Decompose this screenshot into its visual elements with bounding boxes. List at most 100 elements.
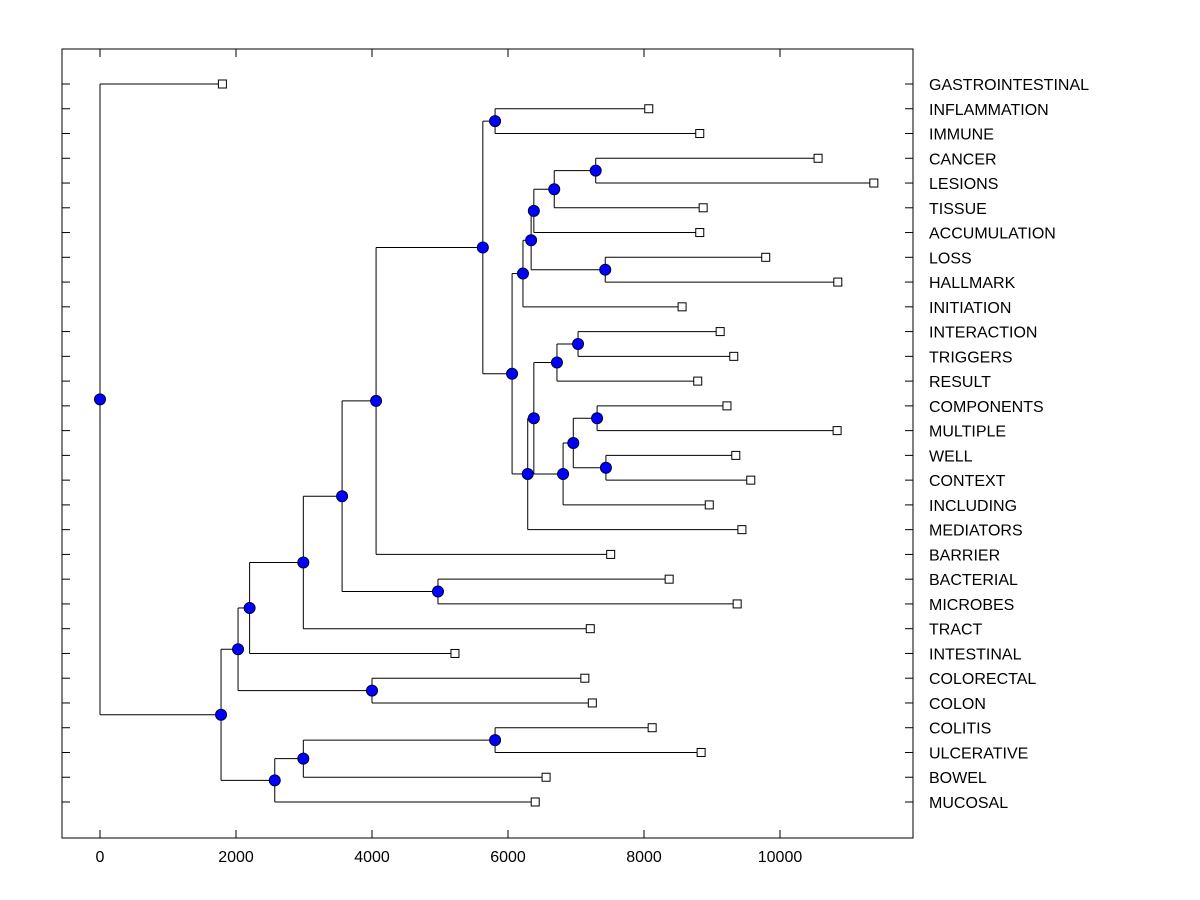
leaf-label: CONTEXT: [929, 473, 1006, 490]
leaf-marker: [698, 203, 708, 213]
cluster-node: [232, 643, 245, 656]
leaf-marker: [731, 450, 741, 460]
cluster-node: [599, 461, 612, 474]
leaf-label: ULCERATIVE: [929, 745, 1028, 762]
leaf-label: CANCER: [929, 151, 997, 168]
leaf-label: MEDIATORS: [929, 523, 1023, 540]
cluster-node: [506, 367, 519, 380]
leaf-label: MUCOSAL: [929, 795, 1008, 812]
leaf-label: INTERACTION: [929, 325, 1037, 342]
leaf-marker: [580, 673, 590, 683]
leaf-label: ACCUMULATION: [929, 226, 1056, 243]
leaf-marker: [761, 252, 771, 262]
x-tick-label: 6000: [490, 849, 526, 866]
cluster-node: [268, 774, 281, 787]
leaf-label: BARRIER: [929, 547, 1000, 564]
leaf-marker: [832, 426, 842, 436]
leaf-marker: [695, 228, 705, 238]
leaf-labels: GASTROINTESTINAL INFLAMMATION IMMUNE CANCER…: [929, 77, 1089, 812]
cluster-node: [557, 467, 570, 480]
cluster-node: [94, 393, 106, 406]
plot-border: [61, 48, 914, 839]
leaf-marker: [729, 351, 739, 361]
cluster-node: [489, 734, 502, 747]
leaf-marker: [606, 549, 616, 559]
cluster-node: [567, 437, 580, 449]
cluster-node: [589, 164, 602, 177]
leaf-label: GASTROINTESTINAL: [929, 77, 1089, 94]
leaf-marker: [217, 79, 227, 89]
cluster-node: [243, 601, 256, 614]
cluster-node: [370, 394, 383, 407]
leaf-label: COLITIS: [929, 721, 991, 738]
plot-frame: [61, 48, 914, 839]
cluster-node: [366, 684, 378, 697]
leaf-marker: [693, 376, 703, 386]
leaf-label: INITIATION: [929, 300, 1011, 317]
leaf-marker: [696, 747, 706, 757]
leaf-label: TRACT: [929, 622, 983, 639]
leaf-label: INTESTINAL: [929, 646, 1022, 663]
leaf-marker: [450, 648, 460, 658]
leaf-marker: [695, 129, 705, 139]
leaf-marker: [541, 772, 551, 782]
x-axis: 0 2000 4000 6000 8000 10000: [62, 49, 913, 866]
leaf-marker: [869, 178, 879, 188]
leaf-marker: [647, 723, 657, 733]
cluster-node: [297, 752, 310, 765]
cluster-node: [591, 412, 604, 425]
leaf-label: LOSS: [929, 250, 972, 267]
cluster-node: [215, 708, 228, 721]
leaf-marker: [677, 302, 687, 312]
leaf-label: INCLUDING: [929, 498, 1017, 515]
leaf-label: MULTIPLE: [929, 424, 1006, 441]
leaf-label: RESULT: [929, 374, 991, 391]
leaf-markers: [217, 79, 879, 807]
cluster-node: [527, 204, 540, 217]
x-tick-label: 0: [96, 849, 105, 866]
leaf-marker: [530, 797, 540, 807]
cluster-node: [599, 263, 612, 276]
x-tick-label: 2000: [218, 849, 254, 866]
leaf-label: LESIONS: [929, 176, 998, 193]
cluster-node: [476, 241, 489, 254]
x-tick-label: 4000: [354, 849, 390, 866]
leaf-label: TISSUE: [929, 201, 987, 218]
leaf-marker: [664, 574, 674, 584]
cluster-node: [527, 412, 540, 425]
leaf-marker: [715, 327, 725, 337]
leaf-marker: [722, 401, 732, 411]
leaf-label: BACTERIAL: [929, 572, 1018, 589]
cluster-node: [521, 467, 534, 480]
leaf-label: IMMUNE: [929, 127, 994, 144]
leaf-marker: [585, 624, 595, 634]
x-tick-label: 10000: [758, 849, 803, 866]
leaf-label: COLORECTAL: [929, 671, 1036, 688]
leaf-marker: [813, 153, 823, 163]
leaf-marker: [746, 475, 756, 485]
leaf-marker: [732, 599, 742, 609]
leaf-marker: [704, 500, 714, 510]
leaf-label: BOWEL: [929, 770, 987, 787]
cluster-node: [572, 337, 585, 350]
cluster-node: [516, 267, 529, 280]
leaf-label: MICROBES: [929, 597, 1014, 614]
leaf-marker: [587, 698, 597, 708]
x-tick-label: 8000: [626, 849, 662, 866]
leaf-marker: [737, 525, 747, 535]
leaf-label: TRIGGERS: [929, 349, 1013, 366]
cluster-node: [525, 234, 538, 247]
cluster-node: [550, 356, 563, 369]
leaf-label: HALLMARK: [929, 275, 1016, 292]
leaf-label: COLON: [929, 696, 986, 713]
dendrogram-links: [99, 83, 874, 803]
cluster-node: [548, 183, 561, 196]
cluster-node: [336, 490, 349, 503]
leaf-label: COMPONENTS: [929, 399, 1044, 416]
node-markers: [94, 115, 612, 787]
cluster-node: [431, 585, 444, 598]
leaf-label: WELL: [929, 448, 973, 465]
cluster-node: [489, 115, 502, 128]
leaf-marker: [833, 277, 843, 287]
